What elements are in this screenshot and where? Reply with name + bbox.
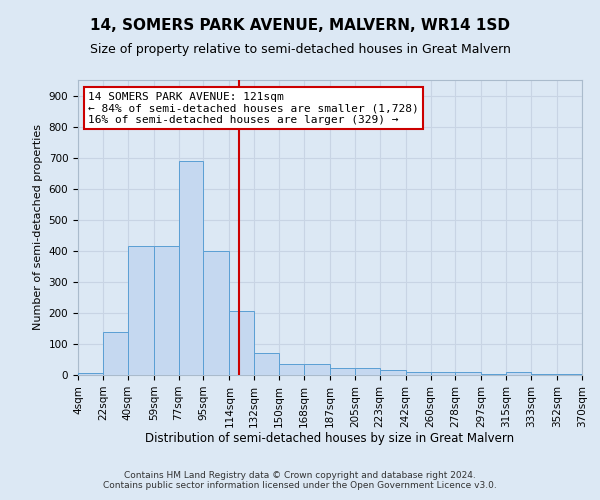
Text: 14, SOMERS PARK AVENUE, MALVERN, WR14 1SD: 14, SOMERS PARK AVENUE, MALVERN, WR14 1S… — [90, 18, 510, 32]
Bar — [481, 374, 506, 375]
Bar — [229, 312, 254, 375]
Bar — [304, 364, 330, 375]
Y-axis label: Number of semi-detached properties: Number of semi-detached properties — [33, 124, 43, 330]
Bar — [355, 368, 380, 375]
Bar — [431, 372, 455, 375]
Bar — [254, 354, 279, 375]
Text: 14 SOMERS PARK AVENUE: 121sqm
← 84% of semi-detached houses are smaller (1,728)
: 14 SOMERS PARK AVENUE: 121sqm ← 84% of s… — [88, 92, 419, 125]
Bar — [128, 246, 154, 375]
Bar — [78, 374, 103, 375]
Bar — [154, 246, 179, 375]
Bar — [203, 251, 229, 375]
Text: Size of property relative to semi-detached houses in Great Malvern: Size of property relative to semi-detach… — [89, 42, 511, 56]
Bar — [531, 374, 557, 375]
Bar — [380, 370, 406, 375]
Bar — [279, 364, 304, 375]
Bar — [406, 372, 431, 375]
Bar — [455, 372, 481, 375]
X-axis label: Distribution of semi-detached houses by size in Great Malvern: Distribution of semi-detached houses by … — [145, 432, 515, 446]
Bar — [330, 368, 355, 375]
Bar — [179, 160, 203, 375]
Bar — [557, 374, 582, 375]
Bar — [103, 332, 128, 375]
Text: Contains HM Land Registry data © Crown copyright and database right 2024.
Contai: Contains HM Land Registry data © Crown c… — [103, 470, 497, 490]
Bar — [506, 372, 531, 375]
